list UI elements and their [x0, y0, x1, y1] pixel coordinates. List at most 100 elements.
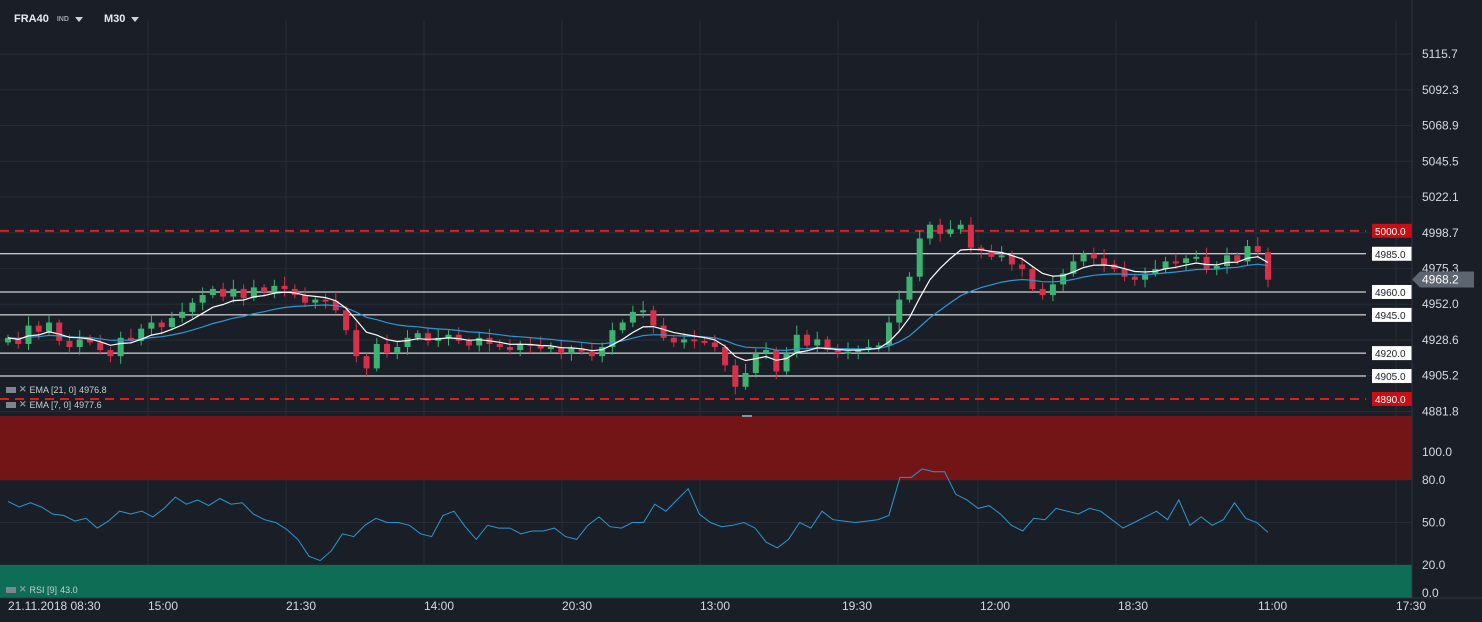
candle-body: [56, 322, 63, 341]
alert-price-label: 4890.0: [1375, 395, 1406, 406]
rsi-oversold-zone: [0, 564, 1412, 598]
candle-body: [1101, 258, 1108, 265]
candle-body: [752, 353, 759, 373]
candle-body: [291, 288, 298, 296]
candle-body: [906, 276, 913, 300]
candle-body: [937, 224, 944, 234]
candle-body: [660, 325, 667, 338]
time-axis-label: 19:30: [842, 599, 872, 613]
candle-body: [189, 302, 196, 312]
price-axis-tick: 5068.9: [1422, 119, 1459, 133]
indicator-ema-7[interactable]: ✕ EMA [7, 0] 4977.6: [6, 399, 102, 410]
candle-body: [209, 288, 216, 296]
candle-body: [793, 334, 800, 354]
candle-body: [250, 287, 257, 299]
price-axis-tick: 4998.7: [1422, 226, 1459, 240]
candle-body: [732, 365, 739, 387]
candle-body: [302, 295, 309, 303]
close-icon[interactable]: ✕: [19, 384, 27, 394]
time-axis-label: 12:00: [980, 599, 1010, 613]
candle-body: [1193, 256, 1200, 259]
candle-body: [445, 334, 452, 338]
indicator-ema-21-label: EMA [21, 0]: [29, 384, 77, 395]
rsi-label: RSI [9]: [29, 584, 58, 595]
timeframe-selector[interactable]: M30: [104, 8, 140, 30]
price-axis-tick: 5022.1: [1422, 190, 1459, 204]
indicator-settings-icon[interactable]: [6, 401, 16, 408]
level-price-tag: [1372, 246, 1412, 261]
candle-body: [394, 347, 401, 354]
rsi-axis-tick: 20.0: [1422, 558, 1446, 572]
symbol-label: FRA40: [14, 13, 49, 25]
indicator-rsi[interactable]: ✕ RSI [9] 43.0: [6, 584, 78, 595]
candle-body: [1213, 265, 1220, 270]
time-axis-label: 18:30: [1118, 599, 1148, 613]
candle-body: [1090, 253, 1097, 259]
candle-body: [967, 224, 974, 248]
candle-body: [5, 337, 11, 343]
close-icon[interactable]: ✕: [19, 584, 27, 594]
rsi-overbought-zone: [0, 416, 1412, 481]
candle-body: [127, 337, 134, 341]
candle-body: [701, 340, 708, 343]
time-axis-label: 21:30: [286, 599, 316, 613]
candle-body: [1111, 264, 1118, 270]
candle-body: [875, 345, 882, 348]
candle-body: [804, 334, 811, 346]
close-icon[interactable]: ✕: [19, 399, 27, 409]
candle-body: [220, 288, 227, 297]
candle-body: [845, 351, 851, 354]
candle-body: [384, 343, 391, 354]
level-price-label: 4985.0: [1375, 250, 1406, 261]
candle-body: [322, 299, 329, 302]
candle-body: [988, 250, 995, 257]
candle-body: [834, 350, 841, 354]
candle-body: [1039, 288, 1046, 296]
level-price-label: 4905.0: [1375, 372, 1406, 383]
price-axis-tick: 5115.7: [1422, 47, 1458, 61]
level-price-label: 4920.0: [1375, 349, 1406, 360]
price-axis-tick: 5045.5: [1422, 154, 1459, 168]
instrument-type-label: IND: [56, 15, 69, 23]
candle-body: [230, 288, 237, 297]
candle-body: [1070, 261, 1077, 274]
rsi-axis-tick: 50.0: [1422, 516, 1446, 530]
candle-body: [312, 299, 319, 303]
time-axis-label: 13:00: [700, 599, 730, 613]
candle-body: [45, 322, 52, 332]
candle-body: [1060, 273, 1067, 285]
candle-body: [199, 295, 206, 303]
candle-body: [537, 345, 544, 349]
candle-body: [97, 342, 104, 351]
chevron-down-icon: [131, 16, 140, 22]
candle-body: [814, 339, 821, 346]
indicator-settings-icon[interactable]: [6, 386, 16, 393]
alert-price-tag: [1372, 391, 1412, 406]
candle-body: [1049, 284, 1056, 296]
candle-body: [1183, 258, 1190, 263]
candle-body: [261, 287, 268, 292]
candle-body: [76, 339, 83, 348]
candle-body: [506, 347, 513, 351]
candle-body: [588, 351, 595, 357]
candle-body: [629, 311, 636, 323]
candle-body: [578, 348, 585, 352]
indicator-settings-icon[interactable]: [6, 586, 16, 593]
candle-body: [455, 334, 462, 341]
symbol-selector[interactable]: FRA40 IND: [14, 8, 83, 30]
time-axis-label: 15:00: [148, 599, 178, 613]
candle-body: [1029, 269, 1036, 289]
candle-body: [1121, 269, 1128, 277]
candle-body: [640, 310, 647, 313]
price-axis-tick: 4881.8: [1422, 405, 1459, 419]
indicator-ema-21[interactable]: ✕ EMA [21, 0] 4976.8: [6, 384, 107, 395]
candle-body: [425, 333, 431, 341]
level-price-label: 4960.0: [1375, 288, 1406, 299]
candle-body: [896, 299, 903, 323]
time-axis-label: 14:00: [424, 599, 454, 613]
ema-21-line: [7, 263, 1269, 352]
candle-body: [568, 348, 575, 354]
indicator-ema-7-value: 4977.6: [74, 399, 102, 410]
candle-body: [763, 350, 770, 354]
